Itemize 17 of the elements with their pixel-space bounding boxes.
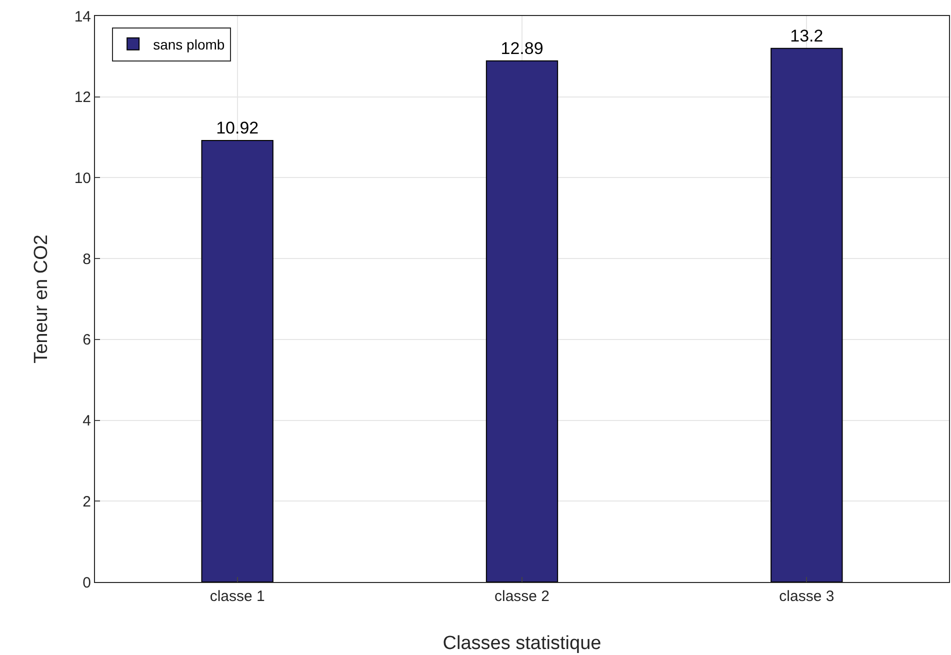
- y-tick-label: 14: [74, 8, 91, 26]
- x-tick-label: classe 1: [210, 588, 265, 605]
- y-tick-label: 4: [82, 412, 91, 430]
- y-tick-label: 8: [82, 250, 91, 268]
- x-axis-title: Classes statistique: [442, 633, 602, 654]
- data-label: 12.89: [500, 38, 544, 58]
- y-tick-label: 10: [74, 170, 91, 187]
- y-tick-label: 2: [82, 493, 91, 510]
- x-tick-label: classe 2: [494, 588, 550, 605]
- legend-label: sans plomb: [153, 36, 225, 52]
- y-tick-label: 12: [74, 89, 91, 106]
- x-tick-label: classe 3: [779, 588, 834, 605]
- data-label: 13.2: [790, 26, 824, 46]
- y-axis-title: Teneur en CO2: [31, 234, 52, 364]
- data-label: 10.92: [216, 118, 259, 138]
- y-tick-label: 0: [82, 574, 91, 592]
- y-tick-label: 6: [82, 332, 91, 349]
